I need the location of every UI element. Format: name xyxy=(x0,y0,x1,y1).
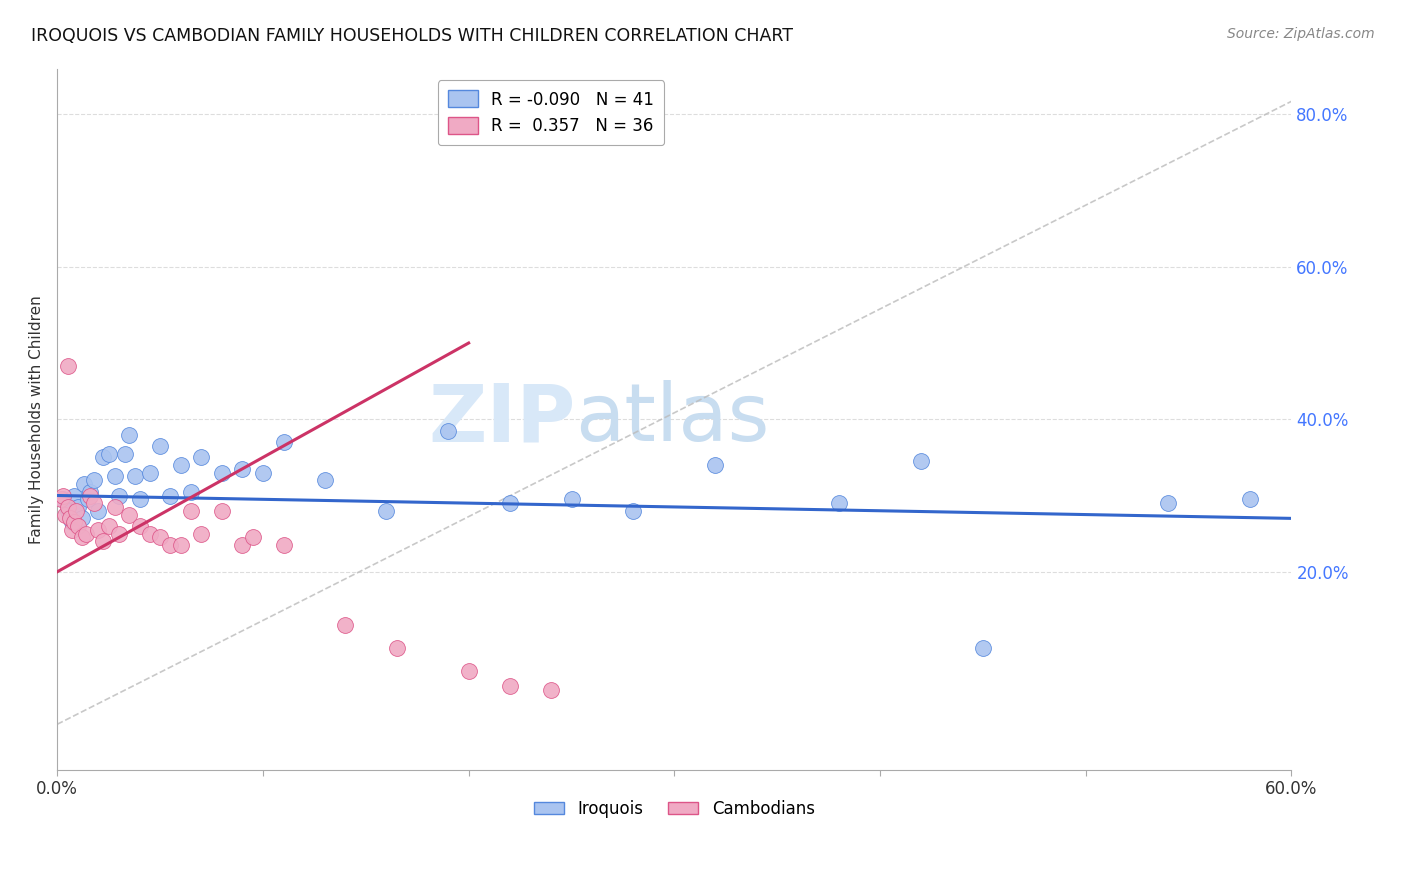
Cambodians xyxy=(60,523,83,537)
Iroquois xyxy=(1157,496,1180,510)
Iroquois xyxy=(104,469,127,483)
Cambodians xyxy=(55,508,77,522)
Y-axis label: Family Households with Children: Family Households with Children xyxy=(30,295,44,543)
Iroquois xyxy=(190,450,212,465)
Cambodians xyxy=(58,511,80,525)
Text: Source: ZipAtlas.com: Source: ZipAtlas.com xyxy=(1227,27,1375,41)
Cambodians xyxy=(211,504,233,518)
Iroquois xyxy=(108,489,131,503)
Cambodians xyxy=(97,519,120,533)
Cambodians xyxy=(91,534,114,549)
Iroquois xyxy=(499,496,522,510)
Iroquois xyxy=(375,504,398,518)
Iroquois xyxy=(60,515,83,529)
Cambodians xyxy=(56,500,79,514)
Iroquois xyxy=(560,492,582,507)
Cambodians xyxy=(499,679,522,693)
Cambodians xyxy=(190,526,212,541)
Text: ZIP: ZIP xyxy=(429,380,575,458)
Iroquois xyxy=(149,439,172,453)
Cambodians xyxy=(70,531,93,545)
Iroquois xyxy=(910,454,932,468)
Iroquois xyxy=(52,492,75,507)
Text: atlas: atlas xyxy=(575,380,770,458)
Cambodians xyxy=(108,526,131,541)
Iroquois xyxy=(124,469,146,483)
Iroquois xyxy=(97,446,120,460)
Legend: Iroquois, Cambodians: Iroquois, Cambodians xyxy=(527,794,821,825)
Iroquois xyxy=(211,466,233,480)
Cambodians xyxy=(56,359,79,373)
Iroquois xyxy=(77,492,100,507)
Iroquois xyxy=(828,496,851,510)
Cambodians xyxy=(540,682,562,697)
Iroquois xyxy=(231,462,253,476)
Cambodians xyxy=(242,531,264,545)
Cambodians xyxy=(104,500,127,514)
Cambodians xyxy=(79,489,101,503)
Iroquois xyxy=(79,484,101,499)
Cambodians xyxy=(66,519,89,533)
Iroquois xyxy=(621,504,644,518)
Cambodians xyxy=(128,519,150,533)
Cambodians xyxy=(87,523,110,537)
Iroquois xyxy=(972,640,994,655)
Iroquois xyxy=(180,484,202,499)
Iroquois xyxy=(87,504,110,518)
Iroquois xyxy=(170,458,193,472)
Cambodians xyxy=(180,504,202,518)
Iroquois xyxy=(118,427,141,442)
Iroquois xyxy=(139,466,162,480)
Iroquois xyxy=(62,489,84,503)
Cambodians xyxy=(83,496,105,510)
Cambodians xyxy=(65,504,87,518)
Iroquois xyxy=(159,489,181,503)
Text: IROQUOIS VS CAMBODIAN FAMILY HOUSEHOLDS WITH CHILDREN CORRELATION CHART: IROQUOIS VS CAMBODIAN FAMILY HOUSEHOLDS … xyxy=(31,27,793,45)
Cambodians xyxy=(52,489,75,503)
Cambodians xyxy=(159,538,181,552)
Cambodians xyxy=(149,531,172,545)
Cambodians xyxy=(231,538,253,552)
Cambodians xyxy=(75,526,97,541)
Iroquois xyxy=(1239,492,1261,507)
Cambodians xyxy=(62,515,84,529)
Iroquois xyxy=(437,424,460,438)
Iroquois xyxy=(66,500,89,514)
Cambodians xyxy=(335,618,357,632)
Iroquois xyxy=(56,504,79,518)
Iroquois xyxy=(91,450,114,465)
Cambodians xyxy=(118,508,141,522)
Iroquois xyxy=(70,511,93,525)
Iroquois xyxy=(73,477,96,491)
Cambodians xyxy=(170,538,193,552)
Iroquois xyxy=(128,492,150,507)
Cambodians xyxy=(457,664,479,678)
Iroquois xyxy=(704,458,727,472)
Cambodians xyxy=(273,538,295,552)
Cambodians xyxy=(139,526,162,541)
Iroquois xyxy=(252,466,274,480)
Iroquois xyxy=(273,435,295,450)
Iroquois xyxy=(83,473,105,487)
Cambodians xyxy=(51,492,73,507)
Iroquois xyxy=(314,473,336,487)
Iroquois xyxy=(114,446,136,460)
Cambodians xyxy=(385,640,408,655)
